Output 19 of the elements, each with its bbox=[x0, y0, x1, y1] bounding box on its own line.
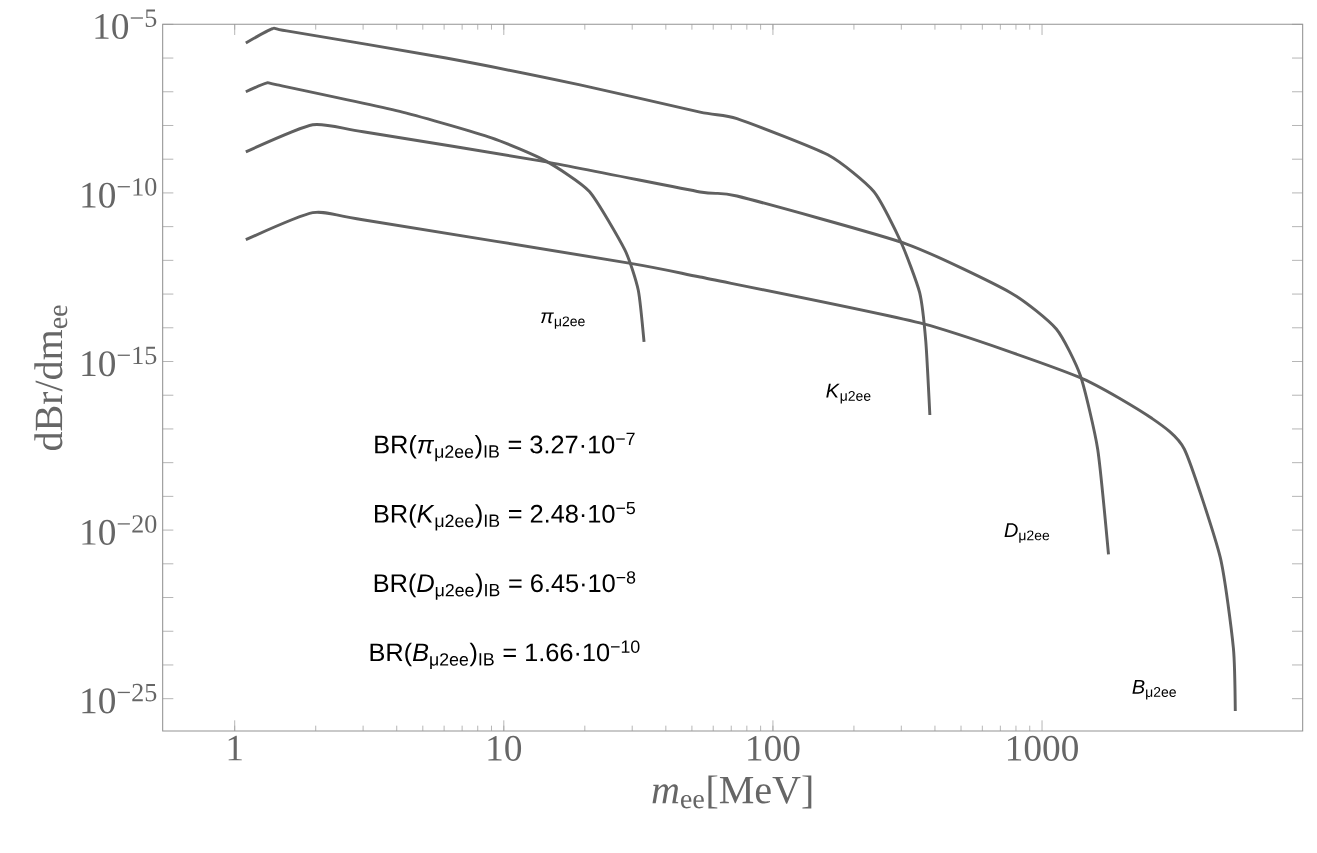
annotation: BR(K$_{μ2ee}$)$_{IB}$ = 2.48·10$^{−5}$ bbox=[375, 501, 635, 531]
y-tick-label: 10$^{−10}$ bbox=[82, 178, 157, 208]
x-axis-title: m$_{ee}$[MeV] bbox=[652, 775, 812, 809]
annotation: BR(π$_{μ2ee}$)$_{IB}$ = 3.27·10$^{−7}$ bbox=[375, 432, 635, 462]
text: π$_{μ2ee}$ bbox=[541, 312, 585, 329]
y-tick-label: 10$^{−15}$ bbox=[82, 346, 157, 377]
x-tick-label: 10 bbox=[488, 735, 522, 761]
y-tick-label: 10$^{−5}$ bbox=[95, 9, 157, 40]
y-tick-label: 10$^{−20}$ bbox=[82, 515, 157, 545]
y-axis-title: dBr/dm$_{ee}$ bbox=[34, 305, 68, 451]
text: B$_{μ2ee}$ bbox=[1132, 679, 1176, 700]
annotation: BR(D$_{μ2ee}$)$_{IB}$ = 6.45·10$^{−8}$ bbox=[374, 571, 636, 600]
text: D$_{μ2ee}$ bbox=[1004, 523, 1050, 543]
x-tick-label: 100 bbox=[748, 735, 800, 761]
x-tick-label: 1 bbox=[228, 735, 242, 761]
annotation: BR(B$_{μ2ee}$)$_{IB}$ = 1.66·10$^{−10}$ bbox=[370, 640, 640, 669]
x-tick-label: 1000 bbox=[1007, 735, 1078, 761]
text: K$_{μ2ee}$ bbox=[826, 383, 871, 404]
y-tick-label: 10$^{−25}$ bbox=[82, 683, 157, 714]
